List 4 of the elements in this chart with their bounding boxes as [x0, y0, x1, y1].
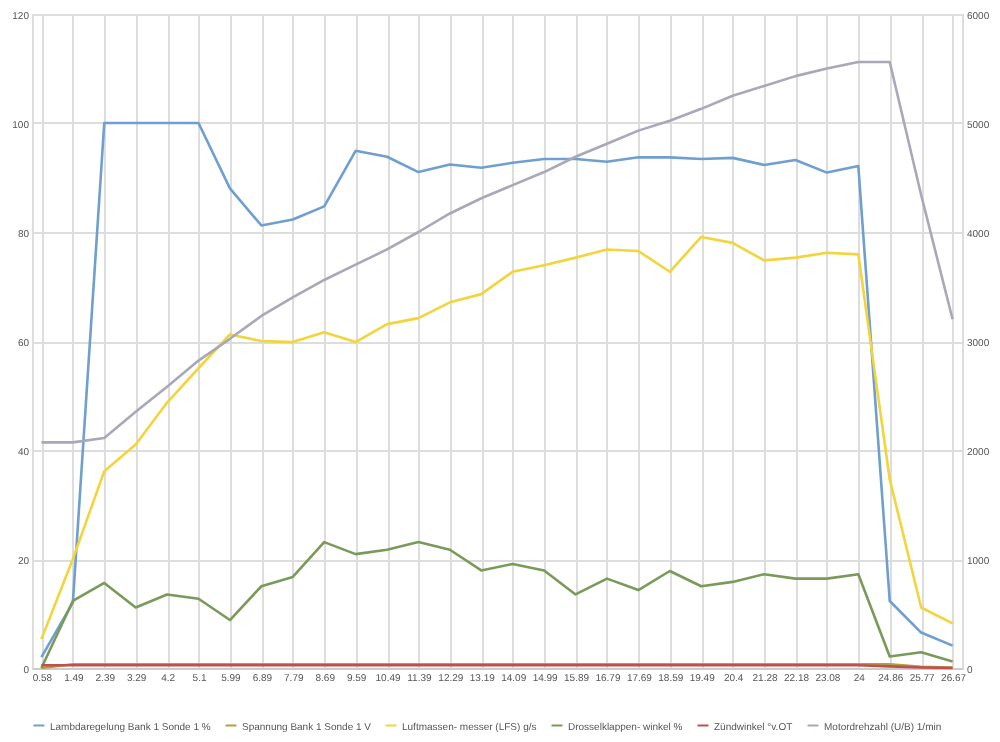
- line-series: [40, 540, 954, 670]
- line-series: [40, 60, 954, 444]
- line-series: [40, 235, 954, 641]
- line-series: [40, 121, 954, 659]
